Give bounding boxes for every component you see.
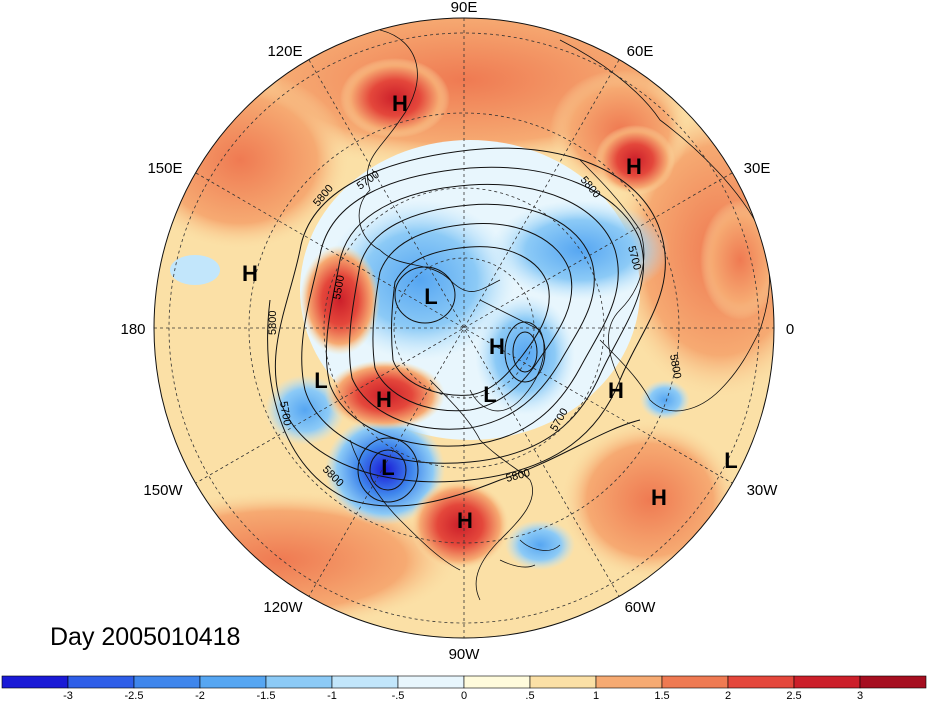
colorbar-swatch <box>727 675 795 689</box>
pressure-center-label: H <box>608 378 624 403</box>
pressure-center-label: H <box>489 334 505 359</box>
day-label: Day 2005010418 <box>50 623 240 651</box>
pressure-center-label: H <box>242 261 258 286</box>
lon-label-60w: 60W <box>625 599 657 616</box>
colorbar-swatch <box>529 675 597 689</box>
colorbar-tick-label: .5 <box>525 690 534 702</box>
colorbar-swatch <box>463 675 531 689</box>
pressure-center-label: L <box>483 382 496 407</box>
pressure-center-label: H <box>651 485 667 510</box>
colorbar-tick-label: 2 <box>725 690 731 702</box>
colorbar-tick-label: 3 <box>857 690 863 702</box>
colorbar-swatch <box>265 675 333 689</box>
colorbar: -3 -2.5 -2 -1.5 -1 -.5 0 .5 1 1.5 2 2.5 3 <box>1 675 927 702</box>
colorbar-swatch <box>133 675 201 689</box>
lon-label-30e: 30E <box>744 160 771 177</box>
colorbar-swatch <box>793 675 861 689</box>
colorbar-tick-label: 1 <box>593 690 599 702</box>
colorbar-swatch <box>661 675 729 689</box>
lon-label-120e: 120E <box>267 43 302 60</box>
colorbar-swatch <box>331 675 399 689</box>
lon-label-0: 0 <box>786 321 794 338</box>
colorbar-swatch <box>859 675 927 689</box>
lon-label-30w: 30W <box>747 482 779 499</box>
pressure-center-label: L <box>724 448 737 473</box>
contour-label: 5800 <box>667 353 683 379</box>
lon-label-90w: 90W <box>449 646 481 663</box>
pressure-center-label: L <box>381 455 394 480</box>
colorbar-tick-label: -1.5 <box>257 690 276 702</box>
colorbar-tick-label: -2 <box>195 690 205 702</box>
lon-label-150w: 150W <box>143 482 183 499</box>
lon-label-60e: 60E <box>627 43 654 60</box>
colorbar-tick-label: 0 <box>461 690 467 702</box>
lon-label-180: 180 <box>120 321 145 338</box>
pressure-center-label: H <box>626 154 642 179</box>
pressure-center-label: H <box>392 91 408 116</box>
coastlines <box>349 29 770 601</box>
contour-label: 5800 <box>267 311 279 335</box>
longitude-labels: 90E 60E 30E 0 30W 60W 90W 120W 150W 180 … <box>120 0 794 663</box>
colorbar-tick-label: -2.5 <box>125 690 144 702</box>
colorbar-tick-label: 2.5 <box>786 690 801 702</box>
pressure-center-label: H <box>376 387 392 412</box>
colorbar-tick-label: -1 <box>327 690 337 702</box>
colorbar-swatch <box>397 675 465 689</box>
lon-label-150e: 150E <box>147 160 182 177</box>
colorbar-tick-label: 1.5 <box>654 690 669 702</box>
lon-label-90e: 90E <box>451 0 478 16</box>
colorbar-swatch <box>1 675 69 689</box>
contour-label: 5500 <box>331 274 347 300</box>
pressure-center-label: L <box>424 284 437 309</box>
height-contours <box>267 147 666 507</box>
contour-label: 5700 <box>277 400 293 426</box>
pressure-center-label: L <box>314 368 327 393</box>
pressure-center-label: H <box>457 508 473 533</box>
pressure-center-labels: H H H L H L L H L H H L H <box>242 91 738 533</box>
colorbar-swatch <box>595 675 663 689</box>
anomaly-field <box>154 18 774 638</box>
colorbar-tick-label: -.5 <box>392 690 405 702</box>
colorbar-tick-label: -3 <box>63 690 73 702</box>
map-border <box>153 17 775 639</box>
colorbar-swatch <box>67 675 135 689</box>
colorbar-swatch <box>199 675 267 689</box>
lon-label-120w: 120W <box>263 599 303 616</box>
graticule <box>154 18 774 638</box>
